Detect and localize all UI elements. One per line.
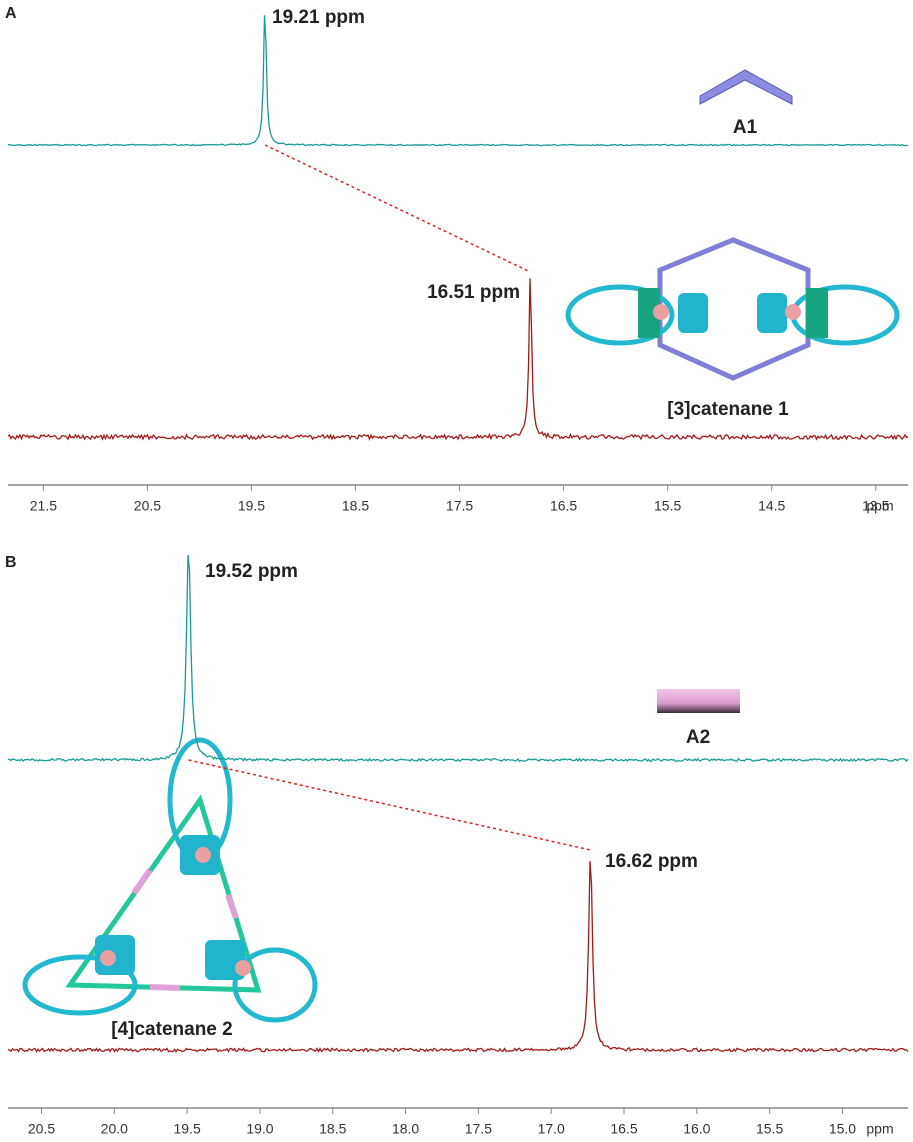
correlation-line: [264, 144, 531, 273]
x-tick-label: 17.5: [446, 498, 473, 514]
x-tick-label: 21.5: [30, 498, 57, 514]
x-tick-label: 15.0: [829, 1121, 856, 1137]
annotation: 19.52 ppm: [205, 561, 298, 582]
catenane3-icon: [565, 237, 900, 381]
x-tick-label: 19.5: [174, 1121, 201, 1137]
spectrum: [7, 554, 909, 763]
x-tick-label: 15.5: [756, 1121, 783, 1137]
x-tick-label: 18.0: [392, 1121, 419, 1137]
x-tick-label: 18.5: [342, 498, 369, 514]
annotation: [3]catenane 1: [667, 399, 789, 420]
a2-icon: [657, 689, 740, 713]
annotation: [4]catenane 2: [111, 1019, 232, 1040]
catenane4-icon: [22, 737, 318, 1023]
x-tick-label: 19.5: [238, 498, 265, 514]
x-tick-label: 13.5: [862, 498, 889, 514]
annotation: 16.51 ppm: [427, 282, 520, 303]
annotation: 16.62 ppm: [605, 851, 698, 872]
x-tick-label: 18.5: [319, 1121, 346, 1137]
x-tick-label: 15.5: [654, 498, 681, 514]
x-axis-label: ppm: [866, 1121, 893, 1137]
panel-label: A: [5, 5, 17, 22]
spectrum: [7, 15, 908, 147]
x-tick-label: 20.5: [28, 1121, 55, 1137]
x-axis-label: ppm: [866, 498, 893, 514]
annotation: A2: [686, 727, 710, 748]
panel-label: B: [5, 554, 17, 571]
x-tick-label: 20.0: [101, 1121, 128, 1137]
x-tick-label: 14.5: [758, 498, 785, 514]
correlation-line: [188, 759, 591, 851]
x-tick-label: 16.5: [550, 498, 577, 514]
x-tick-label: 17.5: [465, 1121, 492, 1137]
x-tick-label: 20.5: [134, 498, 161, 514]
annotation: 19.21 ppm: [272, 7, 365, 28]
spectrum: [7, 278, 909, 441]
x-tick-label: 17.0: [538, 1121, 565, 1137]
x-tick-label: 19.0: [246, 1121, 273, 1137]
annotation: A1: [733, 117, 758, 138]
spectrum: [7, 861, 909, 1054]
a1-icon: [699, 69, 793, 105]
x-tick-label: 16.0: [683, 1121, 710, 1137]
x-tick-label: 16.5: [610, 1121, 637, 1137]
